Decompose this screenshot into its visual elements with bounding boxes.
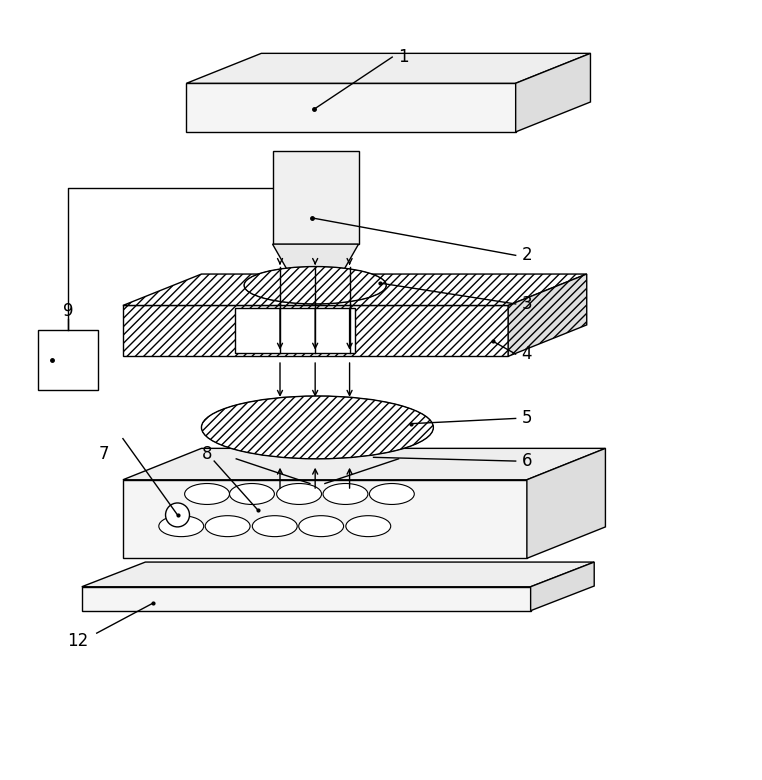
- Text: 5: 5: [522, 410, 532, 427]
- Polygon shape: [187, 53, 591, 83]
- Ellipse shape: [323, 484, 368, 505]
- Polygon shape: [38, 330, 98, 390]
- Polygon shape: [508, 274, 587, 356]
- Polygon shape: [516, 53, 591, 132]
- Ellipse shape: [346, 516, 391, 537]
- Polygon shape: [273, 244, 359, 271]
- Text: 8: 8: [201, 445, 212, 463]
- Polygon shape: [123, 480, 527, 558]
- Polygon shape: [187, 83, 516, 132]
- Ellipse shape: [299, 516, 344, 537]
- Ellipse shape: [229, 484, 274, 505]
- Text: 12: 12: [67, 632, 88, 650]
- Text: 6: 6: [522, 452, 532, 470]
- Circle shape: [165, 503, 190, 527]
- Ellipse shape: [252, 516, 297, 537]
- Polygon shape: [273, 151, 359, 244]
- Polygon shape: [123, 306, 508, 356]
- Polygon shape: [123, 274, 587, 306]
- Polygon shape: [123, 448, 606, 480]
- Polygon shape: [530, 562, 594, 611]
- Text: 2: 2: [521, 246, 532, 264]
- Ellipse shape: [277, 484, 322, 505]
- Ellipse shape: [201, 396, 434, 459]
- Ellipse shape: [184, 484, 229, 505]
- Polygon shape: [82, 587, 530, 611]
- Polygon shape: [235, 308, 355, 353]
- Ellipse shape: [205, 516, 250, 537]
- Text: 4: 4: [522, 345, 532, 363]
- Ellipse shape: [370, 484, 415, 505]
- Polygon shape: [527, 448, 606, 558]
- Text: 3: 3: [521, 295, 532, 313]
- Text: 9: 9: [63, 303, 74, 321]
- Text: 1: 1: [398, 48, 408, 66]
- Text: 7: 7: [99, 445, 110, 463]
- Ellipse shape: [158, 516, 203, 537]
- Polygon shape: [82, 562, 594, 587]
- Ellipse shape: [244, 267, 386, 304]
